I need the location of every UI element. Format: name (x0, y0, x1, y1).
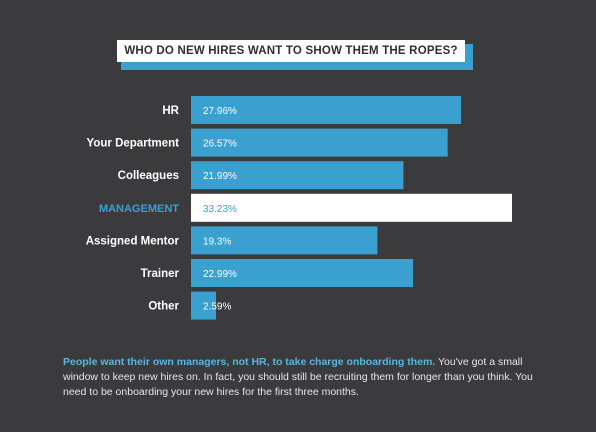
bar-trainer (191, 259, 414, 287)
value-label: 2.59% (203, 302, 231, 313)
caption: People want their own managers, not HR, … (63, 355, 543, 400)
category-label: MANAGEMENT (99, 203, 179, 215)
category-label: Assigned Mentor (86, 235, 180, 247)
category-label: Other (148, 301, 179, 313)
bar-hr (191, 96, 462, 124)
category-label: HR (162, 105, 179, 117)
chart-title-banner: WHO DO NEW HIRES WANT TO SHOW THEM THE R… (117, 40, 473, 70)
value-label: 19.3% (203, 236, 231, 247)
bar-other (191, 291, 217, 320)
chart-title: WHO DO NEW HIRES WANT TO SHOW THEM THE R… (117, 40, 465, 62)
value-label: 33.23% (203, 204, 237, 215)
value-label: 21.99% (203, 171, 237, 182)
value-label: 26.57% (203, 139, 237, 150)
caption-lead: People want their own managers, not HR, … (63, 356, 436, 368)
category-label: Your Department (87, 138, 180, 150)
bar-management (191, 193, 512, 222)
bar-colleagues (191, 161, 404, 190)
caption-body: You've got a small window to keep new hi… (63, 356, 533, 398)
value-label: 27.96% (203, 106, 237, 117)
category-label: Trainer (141, 268, 180, 280)
bar-assigned-mentor (191, 226, 378, 255)
category-label: Colleagues (118, 170, 179, 182)
value-label: 22.99% (203, 269, 237, 280)
bar-your-department (191, 128, 448, 157)
